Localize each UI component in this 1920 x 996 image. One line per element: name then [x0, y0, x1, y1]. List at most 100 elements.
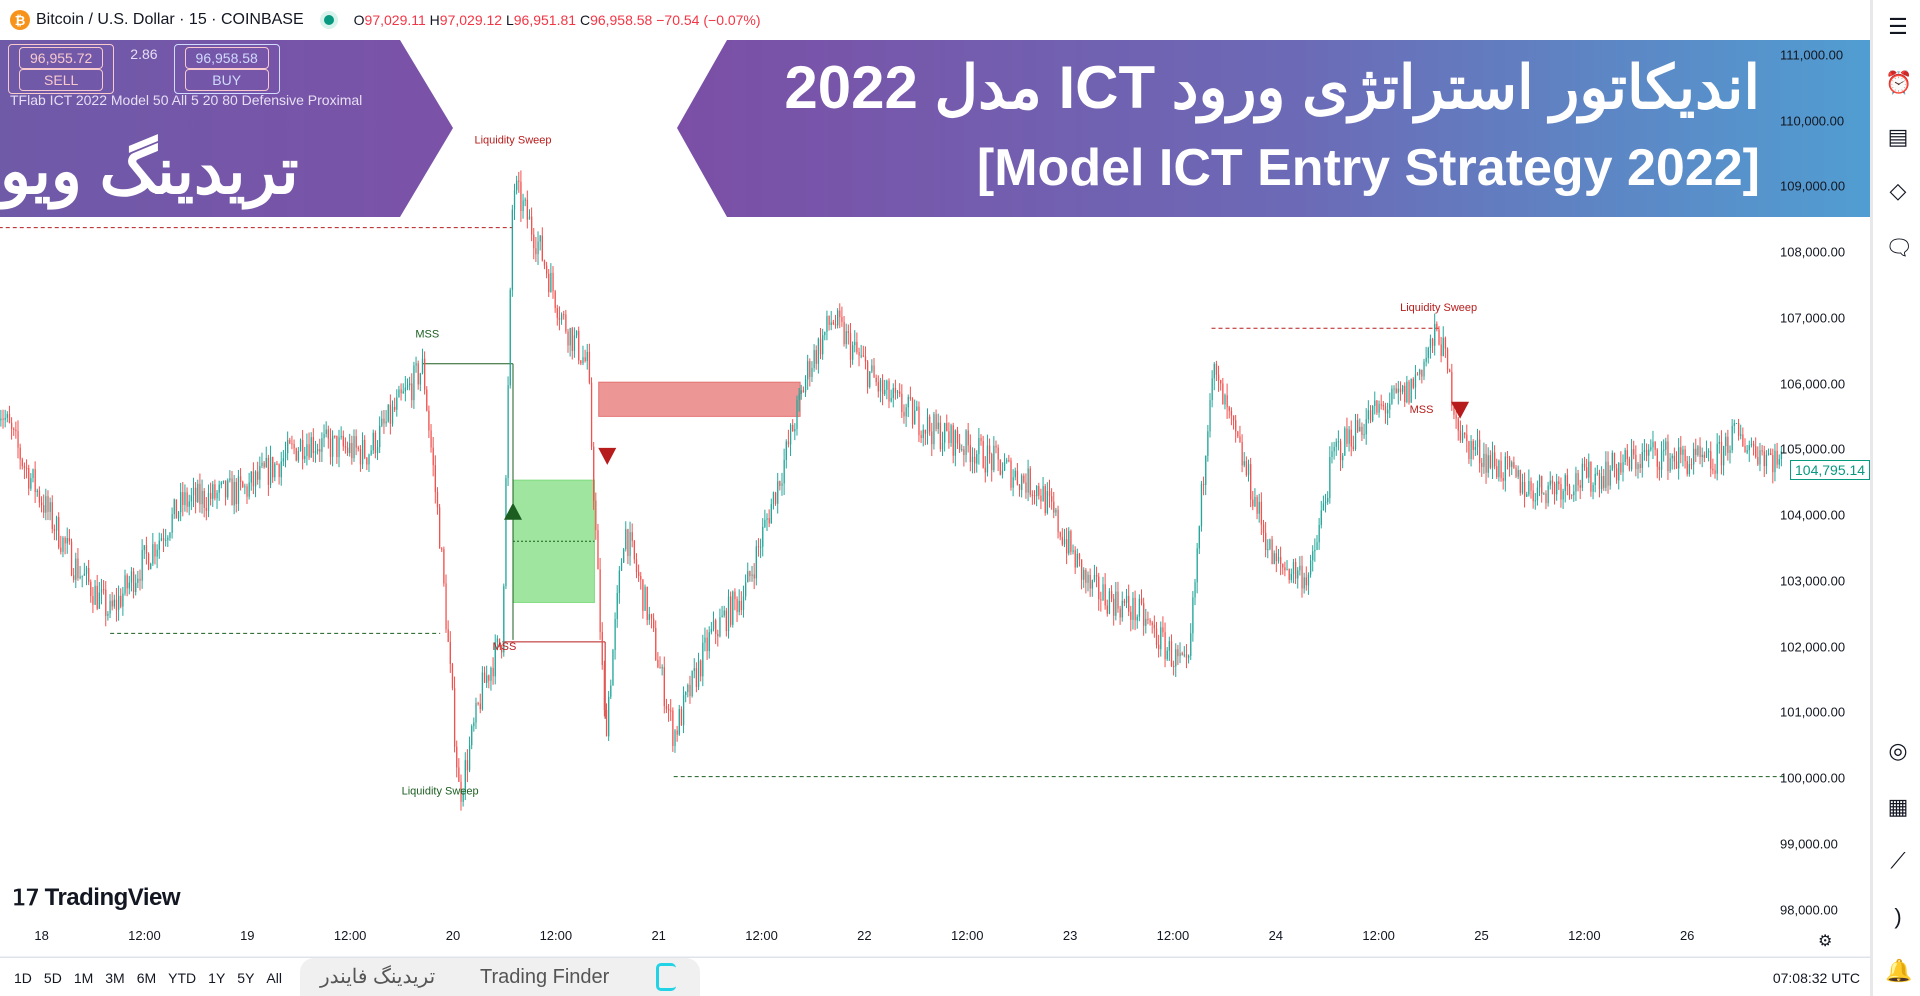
candle-body	[903, 411, 905, 417]
range-button-all[interactable]: All	[266, 970, 282, 986]
candle-body	[1519, 470, 1521, 493]
candle-body	[1483, 453, 1485, 467]
candle-body	[494, 642, 496, 677]
candle-body	[1354, 420, 1357, 449]
candle-body	[1346, 428, 1348, 444]
candle-body	[1513, 462, 1515, 468]
sell-button[interactable]: 96,955.72 SELL	[8, 44, 115, 94]
candle-body	[1479, 439, 1481, 463]
candle-body	[533, 234, 535, 249]
candle-body	[1220, 380, 1222, 384]
bearish-order-block	[598, 381, 801, 417]
candle-body	[888, 380, 890, 402]
range-button-5d[interactable]: 5D	[43, 970, 62, 986]
candle-body	[353, 436, 355, 459]
time-axis[interactable]: 18 12:00 19 12:00 20 12:00 21 12:00 22 12:00 23 12:…	[0, 928, 1870, 952]
bell-icon[interactable]: 🔔	[1885, 958, 1913, 983]
range-button-5y[interactable]: 5Y	[237, 970, 255, 986]
candle-body	[1059, 532, 1061, 537]
candle-body	[650, 614, 653, 619]
clock[interactable]: 07:08:32 UTC	[1772, 970, 1860, 986]
settings-gear-icon[interactable]: ⚙	[1818, 933, 1833, 950]
candle-body	[967, 430, 969, 446]
candle-body	[854, 341, 856, 346]
candle-body	[652, 618, 655, 628]
price-chart[interactable]: Liquidity Sweep Liquidity Sweep Liquidity …	[0, 0, 1870, 957]
candle-body	[1168, 641, 1171, 651]
calendar-icon[interactable]: ▦	[1887, 794, 1909, 819]
candle-body	[1577, 473, 1579, 486]
range-button-1m[interactable]: 1M	[73, 970, 94, 986]
candle-body	[1136, 616, 1138, 621]
candle-body	[207, 492, 210, 511]
candle-body	[973, 456, 976, 464]
candle-body	[1611, 452, 1614, 470]
candle-body	[969, 445, 972, 463]
candle-body	[875, 377, 877, 383]
candle-body	[441, 548, 443, 550]
watchlist-icon[interactable]: ☰	[1888, 14, 1908, 39]
tradingview-logo[interactable]: 𝟣𝟩 TradingView	[12, 884, 181, 911]
candle-body	[1703, 454, 1706, 458]
candle-body	[1772, 454, 1774, 473]
candle-body	[1639, 464, 1641, 468]
candle-body	[869, 371, 871, 388]
candle-body	[346, 447, 349, 454]
candle-body	[667, 708, 670, 711]
candle-body	[661, 667, 663, 669]
time-tick: 12:00	[1156, 928, 1190, 943]
candle-body	[1012, 477, 1014, 488]
candle-body	[1444, 337, 1447, 349]
candle-body	[1714, 470, 1716, 474]
candle-body	[807, 361, 809, 380]
candle-body	[988, 445, 991, 455]
pine-editor-icon[interactable]: ⟋	[1890, 848, 1906, 873]
candle-body	[1511, 462, 1513, 467]
candle-body	[565, 314, 567, 332]
add-note-icon[interactable]: ▤	[1887, 124, 1909, 149]
candle-body	[1603, 476, 1605, 488]
candle-body	[774, 492, 777, 504]
candle-body	[1502, 478, 1504, 481]
candle-body	[438, 507, 441, 549]
range-button-6m[interactable]: 6M	[136, 970, 157, 986]
indicator-label[interactable]: TFlab ICT 2022 Model 50 All 5 20 80 Defe…	[10, 92, 363, 108]
spread: 2.86	[130, 46, 158, 62]
candle-body	[334, 435, 336, 437]
price-tick: 105,000.00	[1780, 441, 1846, 457]
layers-icon[interactable]: ◇	[1889, 178, 1907, 203]
signal-icon[interactable]: )	[1894, 904, 1902, 929]
candle-body	[195, 487, 197, 503]
candle-body	[941, 442, 944, 450]
candle-body	[1232, 415, 1235, 421]
candle-body	[449, 641, 451, 664]
candle-body	[670, 710, 672, 712]
range-button-3m[interactable]: 3M	[105, 970, 125, 986]
candle-body	[929, 416, 931, 432]
candle-body	[252, 471, 255, 487]
range-button-ytd[interactable]: YTD	[168, 970, 197, 986]
candle-body	[914, 410, 916, 425]
candle-body	[364, 439, 366, 458]
range-button-1y[interactable]: 1Y	[208, 970, 226, 986]
alert-clock-icon[interactable]: ⏰	[1885, 70, 1913, 95]
candle-body	[1410, 378, 1412, 403]
candle-body	[1472, 441, 1474, 450]
range-button-1d[interactable]: 1D	[14, 970, 32, 986]
candle-body	[1187, 655, 1190, 658]
chat-icon[interactable]: 🗨	[1885, 235, 1913, 260]
candle-body	[1778, 459, 1780, 465]
buy-button[interactable]: 96,958.58 BUY	[173, 44, 280, 94]
candle-body	[1083, 569, 1085, 580]
candle-body	[1464, 432, 1466, 435]
candle-body	[103, 589, 105, 591]
trade-buttons: 96,955.72 SELL 2.86 96,958.58 BUY	[8, 44, 280, 94]
candle-body	[1224, 395, 1226, 405]
symbol-title[interactable]: Bitcoin / U.S. Dollar · 15 · COINBASE	[36, 11, 304, 28]
candle-body	[1235, 420, 1237, 432]
candle-body	[638, 572, 640, 577]
candle-body	[1682, 449, 1684, 455]
candle-body	[642, 579, 644, 611]
candle-body	[1312, 551, 1314, 561]
target-icon[interactable]: ◎	[1888, 738, 1908, 763]
